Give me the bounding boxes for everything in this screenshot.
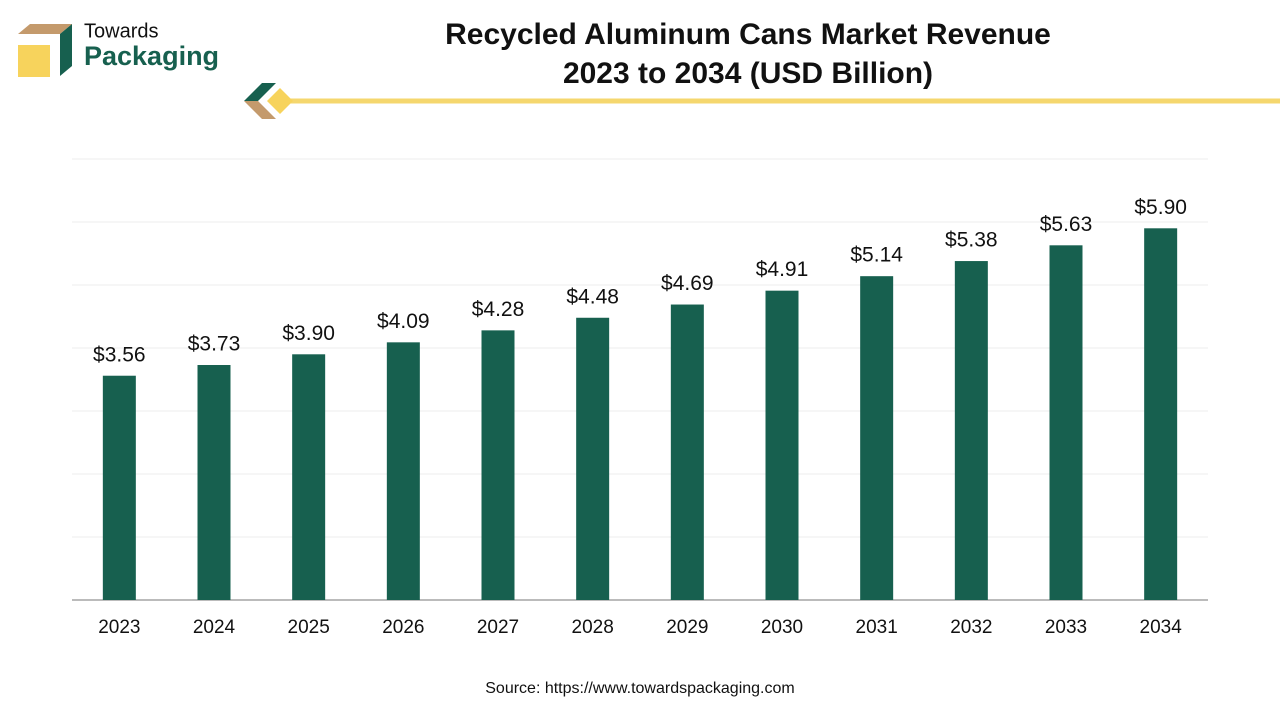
bar bbox=[481, 330, 515, 600]
x-tick-label: 2026 bbox=[382, 617, 424, 638]
data-label: $4.28 bbox=[472, 298, 525, 321]
bar bbox=[386, 342, 420, 600]
x-tick-label: 2027 bbox=[477, 617, 519, 638]
chart-title: Recycled Aluminum Cans Market Revenue bbox=[445, 18, 1051, 51]
x-tick-label: 2024 bbox=[193, 617, 236, 638]
data-label: $4.69 bbox=[661, 272, 714, 295]
x-tick-label: 2025 bbox=[288, 617, 330, 638]
deco-shape bbox=[244, 101, 276, 119]
bar bbox=[1049, 245, 1083, 600]
data-label: $4.09 bbox=[377, 310, 430, 333]
data-label: $3.56 bbox=[93, 343, 146, 366]
bar bbox=[102, 375, 136, 600]
x-tick-label: 2030 bbox=[761, 617, 803, 638]
data-label: $4.48 bbox=[566, 285, 619, 308]
x-tick-label: 2023 bbox=[98, 617, 140, 638]
data-label: $5.38 bbox=[945, 229, 998, 252]
logo-text: Packaging bbox=[84, 41, 219, 71]
data-label: $4.91 bbox=[756, 258, 809, 281]
deco-shape bbox=[267, 88, 293, 114]
x-tick-label: 2034 bbox=[1140, 617, 1183, 638]
data-label: $5.14 bbox=[850, 244, 903, 267]
logo: Towards Packaging bbox=[18, 20, 219, 77]
bar bbox=[765, 290, 799, 600]
x-tick-label: 2028 bbox=[572, 617, 614, 638]
logo-box-front bbox=[18, 45, 50, 77]
data-label: $5.63 bbox=[1040, 213, 1093, 236]
x-tick-label: 2032 bbox=[950, 617, 992, 638]
deco-shape bbox=[244, 83, 276, 101]
logo-box-side bbox=[60, 24, 72, 76]
source: Source: https://www.towardspackaging.com bbox=[485, 680, 794, 697]
logo-text: Towards bbox=[84, 20, 158, 42]
x-tick-label: 2033 bbox=[1045, 617, 1087, 638]
data-label: $3.73 bbox=[188, 333, 241, 356]
data-label: $3.90 bbox=[282, 322, 335, 345]
logo-box-top bbox=[18, 24, 72, 34]
decoration bbox=[244, 83, 1280, 119]
bar bbox=[954, 261, 988, 600]
data-label: $5.90 bbox=[1134, 196, 1187, 219]
bar bbox=[576, 317, 610, 600]
bar bbox=[1144, 228, 1178, 601]
chart-subtitle: 2023 to 2034 (USD Billion) bbox=[563, 57, 933, 90]
bar bbox=[670, 304, 704, 600]
bar bbox=[292, 354, 326, 600]
x-tick-label: 2029 bbox=[666, 617, 708, 638]
x-tick-label: 2031 bbox=[856, 617, 898, 638]
bar bbox=[860, 276, 894, 600]
bar bbox=[197, 365, 231, 600]
